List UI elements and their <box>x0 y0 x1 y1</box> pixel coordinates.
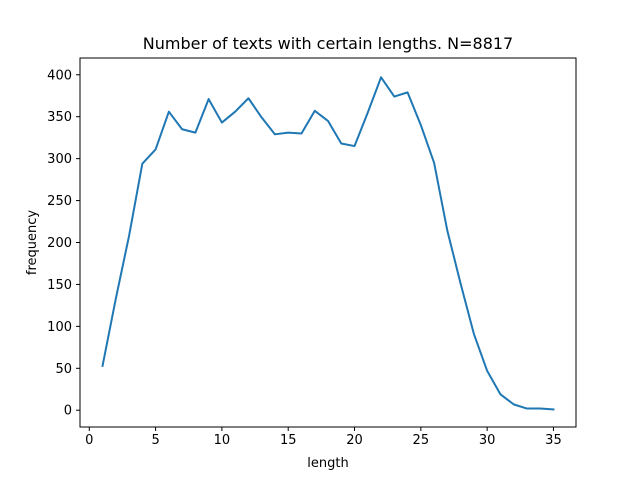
x-tick-label: 35 <box>545 433 562 448</box>
y-axis: 0 50 100 150 200 250 300 350 400 <box>47 68 80 419</box>
x-tick-label: 10 <box>214 433 231 448</box>
y-tick-label: 300 <box>47 152 72 167</box>
y-tick-label: 0 <box>64 404 72 419</box>
y-tick-label: 250 <box>47 194 72 209</box>
plot-area-frame <box>79 57 577 428</box>
x-tick-label: 30 <box>479 433 496 448</box>
x-tick-label: 25 <box>413 433 430 448</box>
y-tick-label: 200 <box>47 236 72 251</box>
y-tick-label: 50 <box>55 362 72 377</box>
series-line <box>101 76 555 411</box>
x-tick-label: 15 <box>280 433 297 448</box>
x-tick-label: 0 <box>85 433 93 448</box>
x-axis-label: length <box>307 456 348 471</box>
y-tick-label: 400 <box>47 68 72 83</box>
y-tick-label: 350 <box>47 110 72 125</box>
x-tick-label: 5 <box>151 433 159 448</box>
x-tick-label: 20 <box>346 433 363 448</box>
y-tick-label: 100 <box>47 320 72 335</box>
x-axis: 0 5 10 15 20 25 30 35 <box>85 427 562 448</box>
y-axis-label: frequency <box>25 210 40 276</box>
series-layer <box>101 76 555 411</box>
y-tick-label: 150 <box>47 278 72 293</box>
chart-title: Number of texts with certain lengths. N=… <box>143 34 513 53</box>
